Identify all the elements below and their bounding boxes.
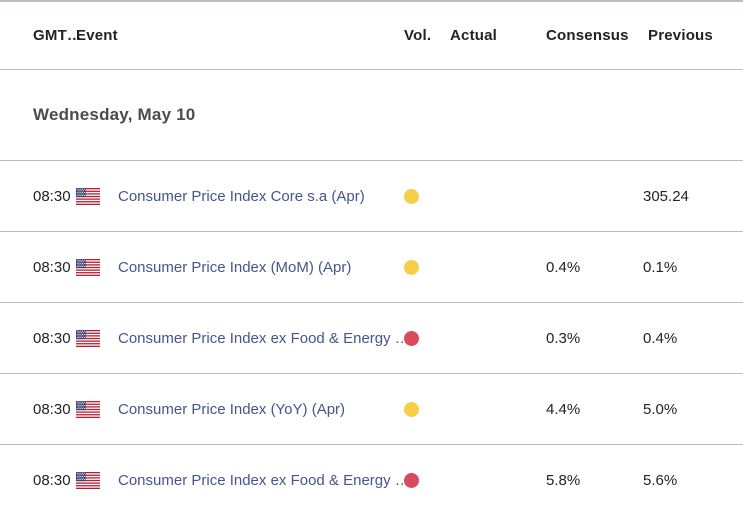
table-row: 08:30 Consumer Price Index Core s.a (Apr… — [0, 161, 743, 232]
volatility-dot-icon — [404, 401, 419, 417]
volatility-dot-icon — [404, 188, 419, 204]
us-flag-icon — [76, 472, 100, 489]
country-flag-cell — [76, 187, 118, 205]
country-flag-cell — [76, 400, 118, 418]
previous-value: 0.1% — [643, 258, 678, 276]
volatility-dot-icon — [404, 330, 419, 346]
column-header-previous[interactable]: Previous — [648, 27, 713, 44]
event-time: 08:30 — [33, 258, 71, 276]
date-header-label: Wednesday, May 10 — [33, 105, 196, 124]
country-flag-cell — [76, 329, 118, 347]
country-flag-cell — [76, 472, 118, 489]
event-name-link[interactable]: Consumer Price Index ex Food & Energy … — [118, 472, 404, 489]
previous-value: 0.4% — [643, 329, 678, 347]
column-header-event[interactable]: Event — [76, 27, 118, 44]
volatility-dot-icon — [404, 259, 419, 275]
us-flag-icon — [76, 400, 100, 418]
previous-value: 5.0% — [643, 400, 678, 418]
table-row: 08:30 Consumer Price Index ex Food & Ene… — [0, 445, 743, 516]
event-name-link[interactable]: Consumer Price Index (MoM) (Apr) — [118, 258, 352, 276]
column-header-actual[interactable]: Actual — [450, 27, 498, 44]
volatility-cell — [404, 401, 450, 417]
country-flag-cell — [76, 258, 118, 276]
column-header-gmt[interactable]: GMT… — [33, 27, 83, 44]
column-header-consensus[interactable]: Consensus — [546, 27, 629, 44]
us-flag-icon — [76, 329, 100, 347]
consensus-value: 0.3% — [546, 329, 581, 347]
us-flag-icon — [76, 187, 100, 205]
consensus-value: 4.4% — [546, 400, 581, 418]
event-name-link[interactable]: Consumer Price Index (YoY) (Apr) — [118, 400, 346, 418]
previous-value: 5.6% — [643, 472, 678, 489]
table-row: 08:30 Consumer Price Index (MoM) (Apr) 0… — [0, 232, 743, 303]
event-name-link[interactable]: Consumer Price Index Core s.a (Apr) — [118, 187, 365, 205]
table-row: 08:30 Consumer Price Index (YoY) (Apr) 4… — [0, 374, 743, 445]
event-time: 08:30 — [33, 187, 71, 205]
us-flag-icon — [76, 258, 100, 276]
volatility-cell — [404, 188, 450, 204]
table-row: 08:30 Consumer Price Index ex Food & Ene… — [0, 303, 743, 374]
volatility-dot-icon — [404, 473, 419, 488]
column-header-vol[interactable]: Vol. — [404, 27, 432, 44]
event-time: 08:30 — [33, 329, 71, 347]
consensus-value: 5.8% — [546, 472, 581, 489]
volatility-cell — [404, 473, 450, 488]
event-time: 08:30 — [33, 472, 71, 489]
date-header-row: Wednesday, May 10 — [0, 70, 743, 161]
consensus-value: 0.4% — [546, 258, 581, 276]
volatility-cell — [404, 330, 450, 346]
volatility-cell — [404, 259, 450, 275]
event-name-link[interactable]: Consumer Price Index ex Food & Energy … — [118, 329, 404, 347]
previous-value: 305.24 — [643, 187, 689, 205]
event-time: 08:30 — [33, 400, 71, 418]
table-header-row: GMT… Event Vol. Actual Consensus Previou… — [0, 2, 743, 70]
